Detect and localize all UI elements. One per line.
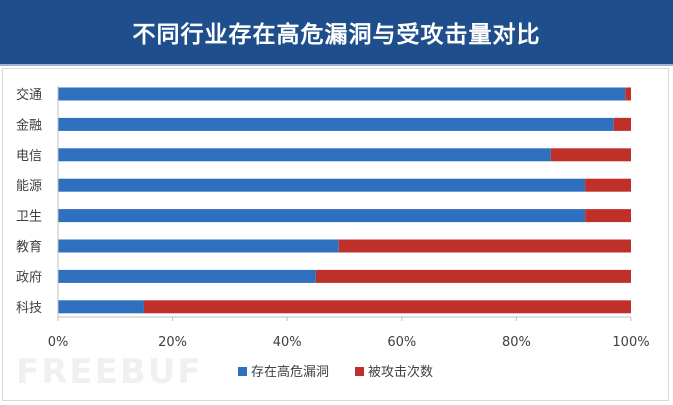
bars-group [58, 87, 631, 314]
x-tick-label: 100% [612, 335, 649, 350]
category-label: 教育 [16, 239, 42, 255]
category-label: 交通 [16, 87, 42, 103]
bar-segment-attack [613, 117, 631, 131]
legend-label: 被攻击次数 [368, 364, 433, 380]
category-label: 金融 [16, 117, 42, 133]
x-tick-label: 40% [273, 335, 302, 350]
legend: 存在高危漏洞 被攻击次数 [238, 364, 433, 380]
bar-segment-attack [625, 87, 631, 101]
category-label: 能源 [16, 179, 42, 194]
bar-segment-attack [585, 209, 631, 223]
category-label: 政府 [16, 270, 42, 285]
legend-label: 存在高危漏洞 [251, 364, 329, 380]
bar-segment-vuln [58, 148, 551, 162]
category-label: 卫生 [16, 210, 42, 225]
bar-segment-vuln [58, 178, 586, 192]
bar-segment-vuln [58, 269, 316, 283]
x-tick-label: 0% [48, 335, 69, 350]
bar-segment-attack [315, 269, 631, 283]
chart-title: 不同行业存在高危漏洞与受攻击量对比 [132, 22, 541, 48]
legend-swatch [355, 367, 364, 376]
chart-frame [2, 68, 669, 401]
x-tick-label: 20% [158, 335, 187, 350]
category-label: 电信 [16, 149, 42, 164]
bar-segment-vuln [58, 117, 614, 131]
category-label: 科技 [16, 301, 42, 316]
bar-segment-vuln [58, 239, 339, 253]
bar-segment-vuln [58, 300, 144, 314]
bar-segment-vuln [58, 87, 626, 101]
legend-swatch [238, 367, 247, 376]
title-banner: 不同行业存在高危漏洞与受攻击量对比 [0, 0, 673, 66]
x-axis: 0% 20% 40% 60% 80% 100% [48, 86, 650, 350]
bar-segment-attack [585, 178, 631, 192]
bar-segment-attack [550, 148, 631, 162]
bar-segment-attack [143, 300, 631, 314]
bar-segment-vuln [58, 209, 586, 223]
freebuf-watermark: FREEBUF [16, 352, 203, 392]
x-tick-label: 80% [502, 335, 531, 350]
x-tick-label: 60% [387, 335, 416, 350]
bar-segment-attack [338, 239, 631, 253]
